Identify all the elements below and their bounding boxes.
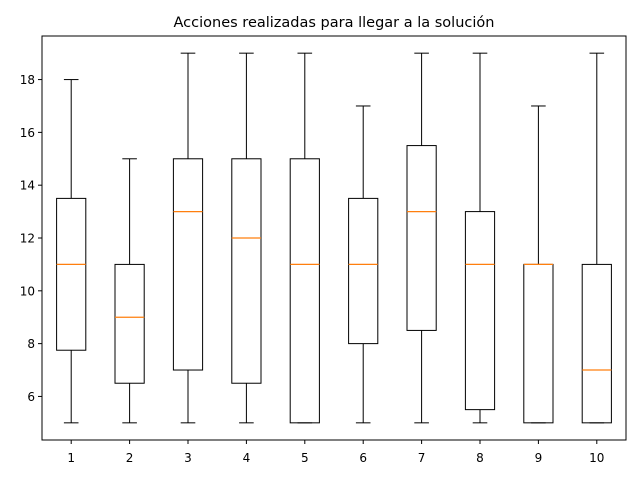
box-1 [56,197,87,351]
box-5 [289,158,320,424]
y-tick-label: 6 [27,390,35,404]
x-tick-label: 1 [67,451,75,465]
box-6 [348,197,379,345]
box-10 [581,263,612,424]
box-8 [464,211,496,411]
y-tick-label: 12 [20,232,35,246]
x-tick-label: 2 [126,451,134,465]
box-7 [406,145,437,331]
y-tick-label: 16 [20,126,35,140]
x-tick-label: 10 [589,451,604,465]
box-9 [523,263,554,424]
x-tick-label: 5 [301,451,309,465]
x-tick-label: 6 [359,451,367,465]
box-4 [231,158,262,384]
x-tick-label: 9 [535,451,543,465]
chart-title: Acciones realizadas para llegar a la sol… [174,15,495,31]
axes-frame [41,35,627,441]
x-tick-label: 3 [184,451,192,465]
y-tick-label: 10 [20,284,35,298]
y-tick-label: 14 [20,179,35,193]
x-tick-label: 4 [243,451,251,465]
box-2 [114,263,145,384]
x-tick-label: 7 [418,451,426,465]
y-tick-label: 18 [20,73,35,87]
y-tick-label: 8 [27,337,35,351]
x-tick-label: 8 [476,451,484,465]
box-3 [172,158,204,371]
